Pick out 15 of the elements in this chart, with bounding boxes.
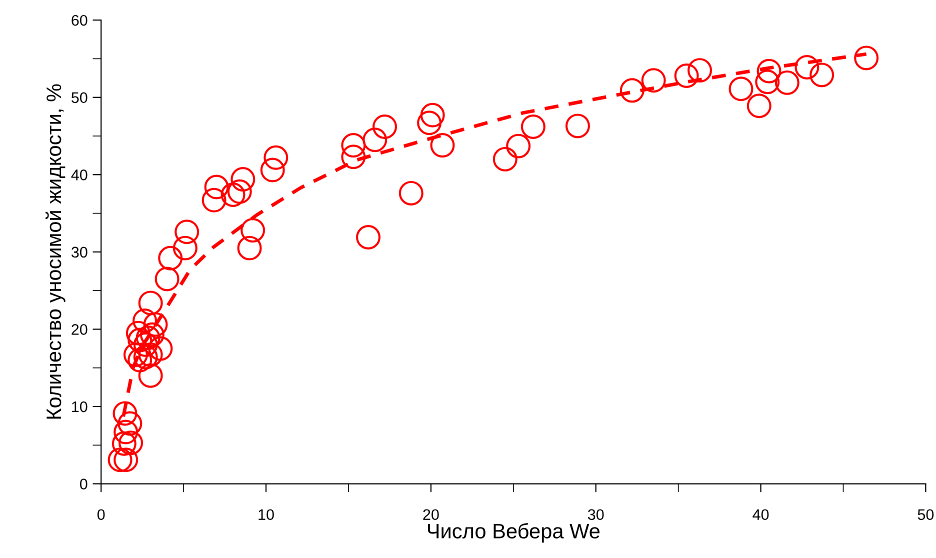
x-tick-label: 0: [97, 509, 105, 520]
x-tick-label: 30: [588, 509, 604, 520]
y-tick-label: 50: [72, 92, 88, 104]
y-tick-label: 40: [71, 170, 88, 180]
x-tick-label: 10: [258, 509, 274, 520]
y-tick-label: 0: [80, 478, 88, 490]
x-tick-label: 20: [423, 509, 439, 520]
y-tick-label: 20: [72, 324, 88, 335]
y-tick-label: 60: [72, 14, 88, 26]
y-tick-label: 10: [72, 401, 88, 412]
x-tick-label: 50: [918, 509, 934, 520]
x-tick-label: 40: [752, 509, 769, 520]
y-tick-label: 30: [71, 246, 88, 258]
x-axis-title: Число Вебера We: [428, 523, 600, 543]
y-axis-title: Количество уносимой жидкости, %: [46, 84, 66, 419]
